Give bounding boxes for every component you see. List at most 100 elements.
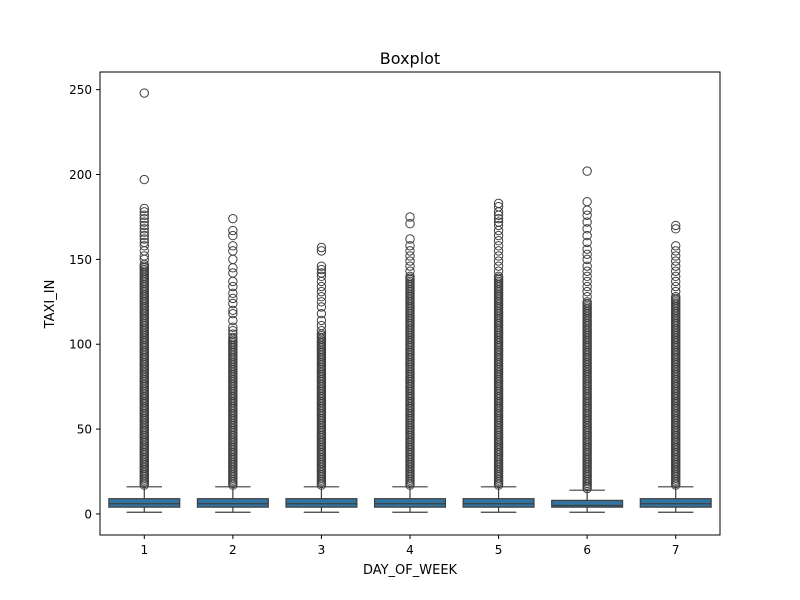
outlier-marker [139, 237, 149, 248]
outlier-marker [493, 241, 504, 251]
outlier-marker [493, 202, 504, 212]
outlier-marker [228, 288, 238, 299]
chart-title: Boxplot [380, 49, 440, 68]
outlier-marker [228, 241, 238, 251]
outlier-marker [228, 263, 238, 273]
outlier-marker [493, 198, 504, 209]
outlier-marker [582, 224, 592, 234]
outlier-marker [405, 212, 415, 222]
outlier-marker [405, 266, 415, 276]
x-tick-label: 2 [229, 543, 237, 557]
y-tick-label: 50 [77, 423, 92, 437]
outlier-marker [582, 166, 592, 176]
outlier-marker [139, 88, 149, 98]
outlier-marker [582, 254, 592, 265]
outlier-marker [405, 219, 415, 229]
box-iqr [462, 498, 535, 508]
x-tick-label: 1 [140, 543, 148, 557]
outlier-marker [582, 292, 592, 302]
outlier-marker [405, 251, 415, 261]
outlier-marker [582, 261, 592, 271]
outlier-marker [228, 329, 238, 339]
outlier-marker [582, 237, 592, 248]
box-group-4 [373, 212, 447, 513]
outlier-marker [582, 271, 592, 282]
outlier-marker [139, 224, 149, 234]
outlier-marker [493, 261, 504, 271]
outlier-marker [228, 298, 238, 309]
outlier-marker [671, 261, 681, 271]
outlier-marker [582, 266, 592, 276]
outlier-marker [228, 230, 238, 241]
outlier-marker [139, 174, 149, 185]
outlier-marker [405, 271, 415, 282]
outlier-marker [228, 276, 238, 287]
x-axis-label: DAY_OF_WEEK [363, 563, 458, 578]
outlier-marker [316, 264, 327, 275]
outlier-marker [493, 220, 504, 231]
outlier-marker [316, 261, 327, 271]
outlier-marker [139, 203, 149, 214]
box-group-1 [108, 88, 181, 513]
outlier-marker [582, 205, 592, 215]
outlier-marker [228, 325, 238, 336]
y-tick-label: 150 [69, 253, 92, 267]
outlier-marker [582, 281, 592, 292]
x-tick-label: 4 [406, 543, 414, 557]
outlier-marker [582, 297, 592, 307]
outlier-marker [316, 246, 327, 256]
outlier-marker [316, 276, 327, 287]
outlier-marker [228, 213, 238, 224]
outlier-marker [671, 256, 681, 266]
outlier-marker [228, 322, 238, 332]
box-iqr [285, 498, 358, 508]
outlier-marker [493, 230, 504, 241]
outlier-marker [316, 271, 327, 282]
box-iqr [639, 498, 712, 508]
outlier-marker [139, 207, 149, 217]
box-group-3 [285, 242, 358, 513]
box-group-7 [639, 220, 712, 513]
outlier-marker [493, 213, 504, 224]
outlier-marker [139, 234, 149, 244]
outlier-marker [582, 196, 592, 207]
outlier-marker [493, 266, 504, 276]
y-tick-label: 250 [69, 83, 92, 97]
outlier-marker [493, 217, 504, 227]
outlier-marker [582, 276, 592, 287]
outlier-marker [316, 302, 327, 312]
x-tick-label: 5 [495, 543, 503, 557]
outlier-marker [139, 246, 149, 256]
outlier-marker [493, 271, 504, 282]
x-tick-label: 7 [672, 543, 680, 557]
outlier-marker [671, 224, 681, 234]
box-iqr [551, 499, 624, 508]
outlier-marker [582, 249, 592, 259]
outlier-marker [405, 256, 415, 266]
outlier-marker [405, 246, 415, 256]
outlier-marker [582, 217, 592, 227]
outlier-marker [228, 315, 238, 326]
outlier-marker [671, 266, 681, 276]
outlier-marker [139, 213, 149, 224]
outlier-marker [316, 325, 327, 336]
y-tick-label: 200 [69, 168, 92, 182]
outlier-marker [316, 315, 327, 326]
y-axis-label: TAXI_IN [43, 280, 58, 330]
outlier-marker [139, 230, 149, 241]
outlier-marker [493, 256, 504, 266]
y-tick-label: 100 [69, 338, 92, 352]
outlier-marker [671, 220, 681, 231]
outlier-marker [316, 242, 327, 253]
outlier-marker [671, 271, 681, 282]
outlier-marker [228, 254, 238, 265]
outlier-marker [582, 286, 592, 297]
outlier-marker [316, 281, 327, 292]
outlier-marker [582, 210, 592, 220]
box-iqr [108, 498, 181, 508]
outlier-marker [493, 251, 504, 261]
outlier-marker [228, 281, 238, 292]
box-group-2 [196, 213, 269, 513]
outlier-marker [316, 292, 327, 302]
